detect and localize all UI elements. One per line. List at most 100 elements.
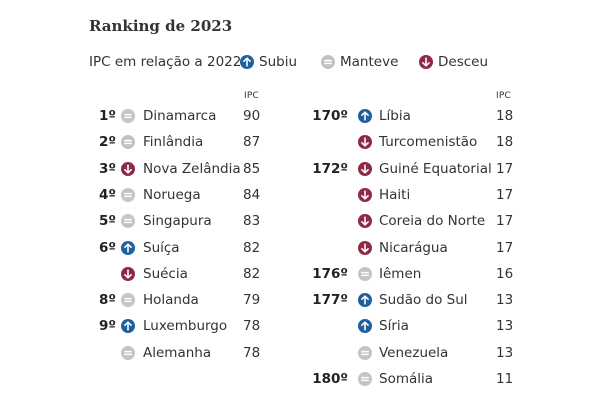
ipc-score: 16 [496,265,514,282]
arrow-down-icon [358,214,372,229]
ipc-score: 90 [243,108,261,124]
rank-label: 180º [312,371,348,387]
legend-item-label: Subiu [259,54,298,70]
rank-label: 5º [98,213,116,230]
country-name: Síria [379,318,409,335]
country-name: Finlândia [143,134,204,151]
equals-icon [321,55,335,69]
equals-icon [121,109,135,123]
rank-label: 8º [98,292,116,309]
arrow-up-icon [358,109,372,123]
country-name: Suécia [143,265,188,282]
table-row: Venezuela 13 [0,345,590,371]
rank-label: 1º [98,108,116,124]
country-name: Singapura [143,213,212,230]
country-name: Guiné Equatorial [379,160,492,177]
ipc-score: 83 [243,213,261,230]
ipc-score: 82 [243,239,261,256]
arrow-down-icon [419,55,433,69]
table-row: 2º Finlândia 87 [0,134,590,160]
ipc-score: 78 [243,344,261,361]
table-row: Nicarágua 17 [0,240,590,266]
ipc-score: 18 [496,134,514,151]
table-row: Síria 13 [0,318,590,344]
equals-icon [121,187,135,202]
country-name: Somália [379,371,434,387]
table-row: 172º Guiné Equatorial 17 [0,161,590,187]
country-name: Dinamarca [143,108,217,124]
arrow-down-icon [358,187,372,202]
country-name: Nicarágua [379,239,448,256]
table-row: 180º Somália 11 [0,371,590,397]
legend-item-label: Desceu [438,54,489,70]
ipc-score: 18 [496,108,514,124]
equals-icon [358,372,372,386]
equals-icon [358,266,372,281]
ipc-score: 84 [243,186,261,203]
table-row: 4º Noruega 84 [0,187,590,213]
country-name: Turcomenistão [379,134,478,151]
arrow-up-icon [358,293,372,308]
arrow-down-icon [121,266,135,281]
arrow-down-icon [121,161,135,176]
table-row: Turcomenistão 18 [0,134,590,160]
rank-label: 4º [98,186,116,203]
equals-icon [121,214,135,229]
ipc-score: 11 [496,371,514,387]
rank-label: 176º [312,265,348,282]
table-row: 1º Dinamarca 90 [0,108,590,134]
ipc-score: 13 [496,292,514,309]
ipc-score: 78 [243,318,261,335]
table-row: 5º Singapura 83 [0,213,590,239]
arrow-up-icon [358,319,372,334]
country-name: Sudão do Sul [379,292,468,309]
ipc-score: 17 [496,186,514,203]
arrow-up-icon [121,319,135,334]
country-name: Holanda [143,292,199,309]
country-name: Nova Zelândia [143,160,241,177]
rank-label: 2º [98,134,116,151]
table-row: 6º Suíça 82 [0,240,590,266]
table-row: Suécia 82 [0,266,590,292]
table-row: Alemanha 78 [0,345,590,371]
country-name: Luxemburgo [143,318,228,335]
table-row: 170º Líbia 18 [0,108,590,134]
arrow-down-icon [358,240,372,255]
table-row: 8º Holanda 79 [0,292,590,318]
equals-icon [121,345,135,360]
equals-icon [121,293,135,308]
ipc-score: 17 [496,239,514,256]
table-row: Haiti 17 [0,187,590,213]
ipc-score: 79 [243,292,261,309]
ipc-score: 85 [243,160,261,177]
ipc-score: 13 [496,344,514,361]
ipc-score: 17 [496,213,514,230]
rank-label: 3º [98,160,116,177]
arrow-down-icon [358,135,372,150]
legend-item-label: Manteve [340,54,399,70]
arrow-up-icon [121,240,135,255]
ipc-score: 82 [243,265,261,282]
arrow-up-icon [240,55,254,69]
equals-icon [121,135,135,150]
equals-icon [358,345,372,360]
country-name: Venezuela [379,344,449,361]
chart-title: Ranking de 2023 [89,17,233,35]
country-name: Líbia [379,108,411,124]
ipc-score: 13 [496,318,514,335]
rank-label: 177º [312,292,348,309]
table-row: Coreia do Norte 17 [0,213,590,239]
country-name: Noruega [143,186,201,203]
table-row: 3º Nova Zelândia 85 [0,161,590,187]
table-row: 9º Luxemburgo 78 [0,318,590,344]
ipc-score: 87 [243,134,261,151]
rank-label: 172º [312,160,348,177]
country-name: Iêmen [379,265,422,282]
legend-label: IPC em relação a 2022 [89,54,242,70]
column-header-left: IPC [244,91,259,101]
rank-label: 170º [312,108,348,124]
table-row: 177º Sudão do Sul 13 [0,292,590,318]
country-name: Coreia do Norte [379,213,486,230]
rank-label: 9º [98,318,116,335]
table-row: 176º Iêmen 16 [0,266,590,292]
